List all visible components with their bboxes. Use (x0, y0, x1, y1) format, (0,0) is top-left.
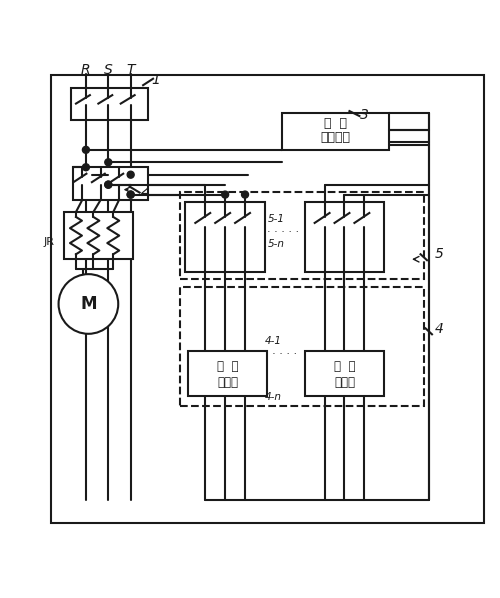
Text: 启  动: 启 动 (324, 117, 347, 130)
Circle shape (242, 191, 248, 198)
Text: 电  容: 电 容 (217, 361, 238, 373)
Text: 4-1: 4-1 (265, 336, 282, 346)
Text: 1: 1 (151, 73, 160, 87)
Text: 5: 5 (434, 247, 444, 261)
Text: 补偿器: 补偿器 (217, 376, 238, 389)
Bar (64, 212, 133, 259)
Text: · · · · ·: · · · · · (265, 349, 297, 359)
Circle shape (105, 181, 112, 188)
Bar (304, 202, 384, 271)
Text: · · · · ·: · · · · · (268, 227, 300, 237)
Text: R: R (81, 63, 90, 77)
Bar (188, 351, 268, 396)
Circle shape (127, 191, 134, 198)
Text: 5-1: 5-1 (268, 215, 284, 224)
Text: JR: JR (43, 237, 54, 247)
Bar (304, 351, 384, 396)
Text: 补偿器: 补偿器 (334, 376, 355, 389)
Bar (180, 286, 424, 406)
Text: 2: 2 (141, 182, 150, 197)
Circle shape (127, 171, 134, 178)
Text: 4-n: 4-n (265, 392, 282, 402)
Bar (282, 112, 389, 150)
Circle shape (105, 181, 112, 188)
Circle shape (58, 274, 118, 334)
Bar (71, 88, 148, 120)
Text: 4: 4 (434, 322, 444, 336)
Text: 5-n: 5-n (268, 239, 284, 249)
Text: 电  容: 电 容 (334, 361, 355, 373)
Circle shape (82, 147, 89, 153)
Bar (51, 75, 484, 523)
Text: S: S (104, 63, 112, 77)
Bar (186, 202, 265, 271)
Circle shape (82, 164, 89, 170)
Text: 3: 3 (360, 108, 369, 122)
Circle shape (105, 159, 112, 166)
Bar (74, 167, 148, 200)
Text: T: T (126, 63, 135, 77)
Circle shape (127, 191, 134, 198)
Text: M: M (80, 295, 96, 313)
Text: 控制电路: 控制电路 (320, 131, 350, 144)
Circle shape (222, 191, 228, 198)
Bar (180, 192, 424, 279)
